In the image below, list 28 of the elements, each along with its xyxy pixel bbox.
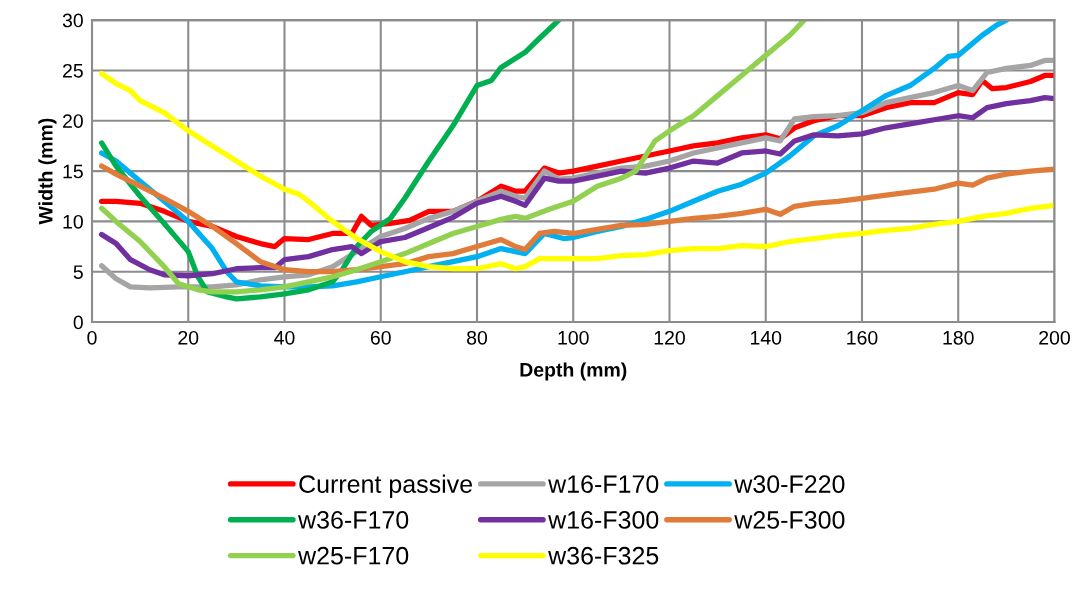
x-tick-label: 0 — [87, 330, 97, 345]
y-tick-label: 25 — [63, 63, 83, 78]
x-tick-label: 120 — [654, 330, 685, 345]
y-tick-label: 15 — [63, 164, 83, 179]
legend-label: w25-F300 — [734, 511, 845, 529]
legend-label: Current passive — [299, 474, 473, 498]
y-tick-label: 10 — [63, 214, 83, 229]
x-tick-label: 40 — [274, 330, 295, 345]
x-tick-label: 140 — [751, 330, 782, 345]
legend-label: w30-F220 — [734, 475, 845, 493]
x-tick-label: 80 — [467, 330, 488, 345]
x-tick-label: 20 — [178, 330, 199, 345]
x-tick-label: 60 — [370, 330, 391, 345]
x-tick-label: 160 — [847, 330, 878, 345]
y-axis-title: Width (mm) — [38, 118, 57, 225]
y-tick-label: 20 — [63, 114, 83, 128]
x-tick-label: 100 — [558, 330, 589, 345]
y-tick-label: 0 — [73, 315, 83, 330]
y-tick-label: 30 — [62, 13, 83, 28]
x-axis-title: Depth (mm) — [520, 362, 627, 381]
x-tick-label: 180 — [943, 330, 974, 345]
legend-label: w36-F325 — [548, 546, 659, 565]
legend-label: w16-F300 — [548, 511, 659, 529]
legend-label: w25-F170 — [298, 546, 409, 565]
y-tick-label: 5 — [73, 265, 83, 279]
legend-label: w36-F170 — [298, 511, 409, 529]
x-tick-label: 200 — [1039, 330, 1070, 345]
legend-label: w16-F170 — [548, 475, 659, 493]
